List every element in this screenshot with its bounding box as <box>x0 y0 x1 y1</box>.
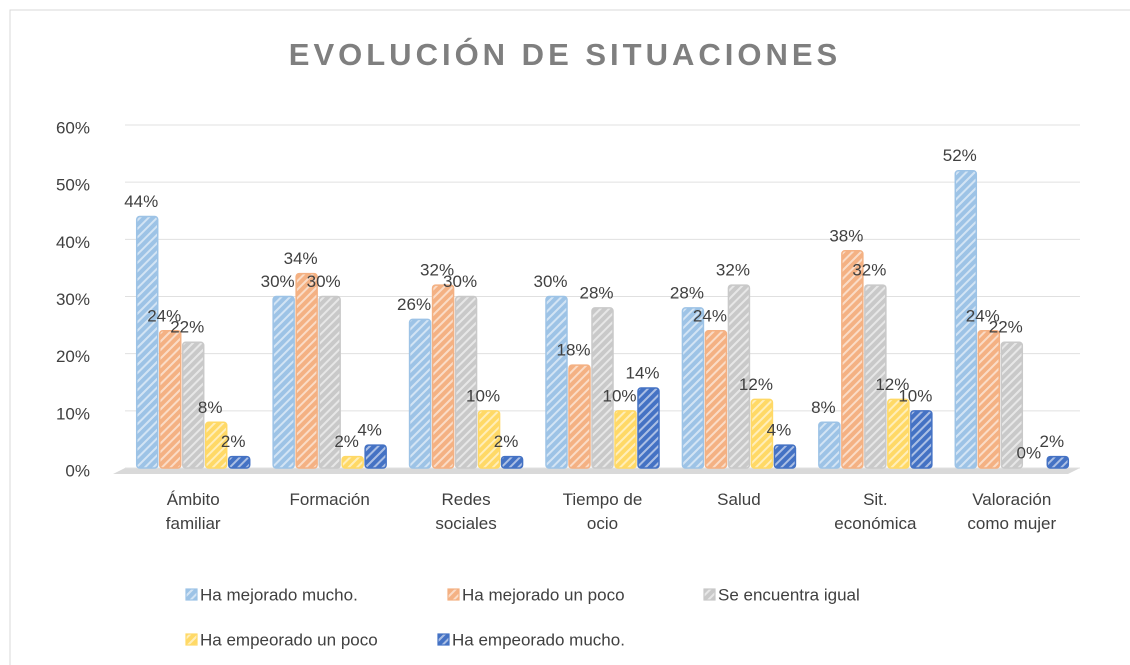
bar <box>864 284 887 469</box>
x-tick-label: Redes sociales <box>435 490 497 533</box>
floor <box>113 468 1080 474</box>
chart-border <box>9 9 1130 665</box>
bar <box>818 421 841 469</box>
legend-label: Ha mejorado mucho. <box>200 585 358 604</box>
data-label: 32% <box>852 261 886 280</box>
bar <box>954 169 978 469</box>
bar <box>773 444 797 469</box>
bar <box>1046 455 1070 469</box>
x-tick-label: Tiempo de ocio <box>562 490 643 533</box>
data-label: 34% <box>284 249 318 268</box>
data-label: 30% <box>443 272 477 291</box>
data-label: 2% <box>1039 432 1064 451</box>
data-label: 30% <box>533 272 567 291</box>
bar <box>681 307 705 469</box>
bar <box>750 398 774 469</box>
data-label: 10% <box>466 386 500 405</box>
bar <box>727 284 751 469</box>
bar <box>227 455 251 469</box>
chart-title: EVOLUCIÓN DE SITUACIONES <box>289 36 841 72</box>
data-label: 4% <box>357 421 382 440</box>
y-tick-label: 50% <box>56 176 90 195</box>
bar <box>454 295 478 469</box>
data-label: 8% <box>198 398 223 417</box>
data-label: 38% <box>829 226 863 245</box>
x-tick-label: Sit. económica <box>834 490 917 533</box>
legend-marker <box>447 588 460 601</box>
bar <box>181 341 205 469</box>
data-label: 44% <box>124 192 158 211</box>
data-label: 2% <box>221 432 246 451</box>
data-label: 2% <box>334 432 359 451</box>
bar <box>591 307 614 469</box>
legend-marker <box>185 588 198 601</box>
y-tick-label: 60% <box>56 118 90 137</box>
data-label: 52% <box>943 146 977 165</box>
data-label: 14% <box>625 363 659 382</box>
bar <box>158 330 182 469</box>
legend-marker <box>437 633 450 646</box>
y-tick-label: 40% <box>56 233 90 252</box>
bar <box>500 455 524 469</box>
y-tick-label: 10% <box>56 404 90 423</box>
legend-marker <box>703 588 716 601</box>
bar <box>568 364 591 469</box>
data-label: 26% <box>397 295 431 314</box>
data-label: 8% <box>811 398 836 417</box>
data-label: 4% <box>767 421 792 440</box>
bar <box>341 455 364 469</box>
x-tick-label: Valoración como mujer <box>967 490 1057 533</box>
y-tick-label: 0% <box>65 461 90 480</box>
data-label: 22% <box>989 318 1023 337</box>
data-label: 10% <box>602 386 636 405</box>
bar <box>431 284 455 469</box>
data-label: 24% <box>966 306 1000 325</box>
data-label: 30% <box>261 272 295 291</box>
data-label: 12% <box>739 375 773 394</box>
bar <box>318 295 341 469</box>
bar <box>408 318 432 469</box>
data-label: 24% <box>147 306 181 325</box>
data-label: 32% <box>420 261 454 280</box>
bar <box>364 444 387 469</box>
data-label: 18% <box>556 341 590 360</box>
bar <box>272 295 295 469</box>
data-label: 24% <box>693 306 727 325</box>
x-tick-label: Ámbito familiar <box>165 490 221 533</box>
data-label: 30% <box>307 272 341 291</box>
x-tick-label: Formación <box>289 490 370 509</box>
bar <box>977 330 1001 469</box>
data-label: 28% <box>579 283 613 302</box>
bar <box>841 250 864 469</box>
data-label: 28% <box>670 283 704 302</box>
data-label: 12% <box>875 375 909 394</box>
bar <box>704 330 728 469</box>
data-label: 0% <box>1016 443 1041 462</box>
legend-marker <box>185 633 198 646</box>
y-tick-label: 20% <box>56 347 90 366</box>
bar <box>614 410 637 469</box>
bar <box>295 272 318 469</box>
x-tick-label: Salud <box>717 490 761 509</box>
bar <box>1000 341 1024 469</box>
bar <box>204 421 228 469</box>
legend-label: Ha empeorado un poco <box>200 630 378 649</box>
data-label: 2% <box>494 432 519 451</box>
bar <box>545 295 568 469</box>
legend-label: Ha mejorado un poco <box>462 585 625 604</box>
legend-label: Ha empeorado mucho. <box>452 630 625 649</box>
data-label: 10% <box>898 386 932 405</box>
bar <box>887 398 910 469</box>
data-label: 32% <box>716 261 750 280</box>
data-label: 22% <box>170 318 204 337</box>
y-tick-label: 30% <box>56 290 90 309</box>
legend-label: Se encuentra igual <box>718 585 860 604</box>
bar <box>477 410 501 469</box>
bar <box>910 410 933 469</box>
bar <box>135 215 159 469</box>
bar <box>637 387 660 469</box>
